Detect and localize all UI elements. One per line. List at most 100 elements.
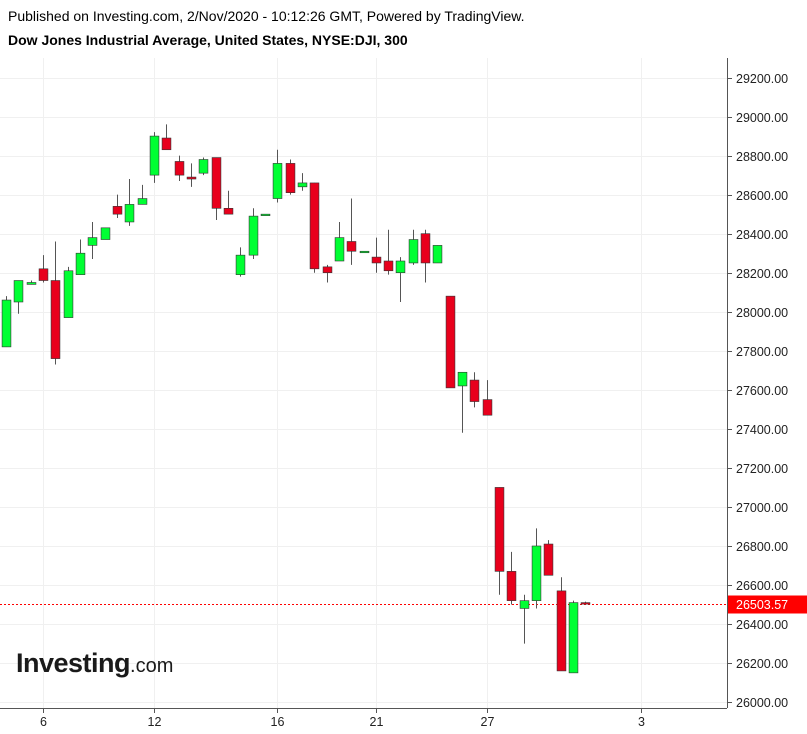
candle xyxy=(87,221,98,260)
x-tick-label: 21 xyxy=(370,715,384,729)
candle xyxy=(506,551,517,605)
candle-body-down xyxy=(445,295,456,389)
candle xyxy=(285,159,296,195)
candle xyxy=(322,264,333,283)
candle-body-down xyxy=(383,260,394,272)
candle xyxy=(420,229,431,283)
candle xyxy=(359,250,370,254)
candle xyxy=(260,213,271,216)
time-axis[interactable]: 6 12 16 21 27 3 xyxy=(40,708,645,729)
candle xyxy=(124,179,135,226)
candle-body-down xyxy=(482,399,493,416)
candle-body-down xyxy=(285,163,296,193)
candle xyxy=(543,540,554,576)
instrument-title: Dow Jones Industrial Average, United Sta… xyxy=(8,32,408,48)
candle-body-up xyxy=(63,270,74,318)
candle xyxy=(482,380,493,416)
y-tick-label: 26400.00 xyxy=(736,618,788,632)
investing-logo: Investing.com xyxy=(16,648,173,679)
candle xyxy=(334,221,345,262)
candle xyxy=(371,237,382,273)
candle-body-down xyxy=(469,379,480,402)
y-tick-label: 28200.00 xyxy=(736,267,788,281)
candle xyxy=(186,163,197,187)
y-tick-label: 29200.00 xyxy=(736,72,788,86)
candle xyxy=(100,227,111,240)
candle xyxy=(137,184,148,205)
candle-body-down xyxy=(556,590,567,672)
candle xyxy=(198,157,209,176)
candle-body-up xyxy=(260,213,271,216)
grid-lines xyxy=(0,58,727,708)
candle xyxy=(63,266,74,318)
x-tick-label: 27 xyxy=(481,715,495,729)
candle-body-up xyxy=(26,282,37,285)
candle-body-down xyxy=(543,543,554,576)
candle-body-down xyxy=(38,268,49,281)
candle-body-up xyxy=(13,280,24,303)
candle-body-up xyxy=(568,602,579,674)
x-tick-label: 12 xyxy=(148,715,162,729)
candle xyxy=(75,239,86,275)
y-tick-label: 27200.00 xyxy=(736,462,788,476)
candle xyxy=(531,528,542,609)
y-tick-label: 29000.00 xyxy=(736,111,788,125)
candle-body-down xyxy=(186,176,197,180)
candles xyxy=(1,124,591,674)
y-tick-label: 27600.00 xyxy=(736,384,788,398)
candle-body-down xyxy=(371,256,382,264)
x-tick-label: 3 xyxy=(638,715,645,729)
candle xyxy=(235,247,246,277)
candle-body-up xyxy=(87,237,98,246)
candle-body-up xyxy=(334,237,345,262)
candle-body-down xyxy=(211,157,222,209)
y-tick-label: 27800.00 xyxy=(736,345,788,359)
candle xyxy=(272,149,283,203)
candle xyxy=(395,257,406,302)
candle-body-down xyxy=(322,266,333,274)
candle-body-up xyxy=(457,371,468,387)
candle-body-down xyxy=(50,280,61,359)
y-tick-label: 26200.00 xyxy=(736,657,788,671)
candle xyxy=(445,295,456,389)
current-price-label: 26503.57 xyxy=(728,595,807,614)
logo-suffix: .com xyxy=(130,655,174,677)
candle-body-down xyxy=(223,208,234,215)
candle-body-up xyxy=(519,600,530,609)
candle xyxy=(112,194,123,219)
candle xyxy=(494,487,505,595)
candle xyxy=(13,280,24,314)
candle xyxy=(1,296,12,348)
candle xyxy=(297,173,308,191)
candle-body-down xyxy=(161,137,172,151)
candle xyxy=(519,594,530,644)
candle xyxy=(432,245,443,264)
candle xyxy=(469,372,480,408)
candle-body-up xyxy=(235,254,246,275)
candle xyxy=(161,124,172,151)
price-axis[interactable]: 26000.00 26200.00 26400.00 26600.00 26800.00… xyxy=(727,72,788,710)
candle xyxy=(568,600,579,674)
candle xyxy=(457,371,468,433)
candle xyxy=(556,577,567,672)
candle-body-down xyxy=(420,233,431,264)
candle-body-down xyxy=(506,571,517,601)
candle xyxy=(408,229,419,265)
y-tick-label: 26000.00 xyxy=(736,696,788,710)
candle-body-up xyxy=(75,252,86,275)
axes xyxy=(0,58,728,709)
candle-body-up xyxy=(272,163,283,199)
candle-body-up xyxy=(248,215,259,256)
logo-wordmark: Investing xyxy=(16,648,131,678)
candle-body-down xyxy=(580,602,591,605)
y-tick-label: 28600.00 xyxy=(736,189,788,203)
candle xyxy=(383,229,394,275)
candle xyxy=(580,601,591,605)
candle xyxy=(223,190,234,215)
candle xyxy=(50,241,61,365)
candle xyxy=(38,255,49,283)
candle-body-up xyxy=(1,299,12,348)
candle-body-down xyxy=(174,161,185,176)
candle-body-down xyxy=(309,182,320,270)
